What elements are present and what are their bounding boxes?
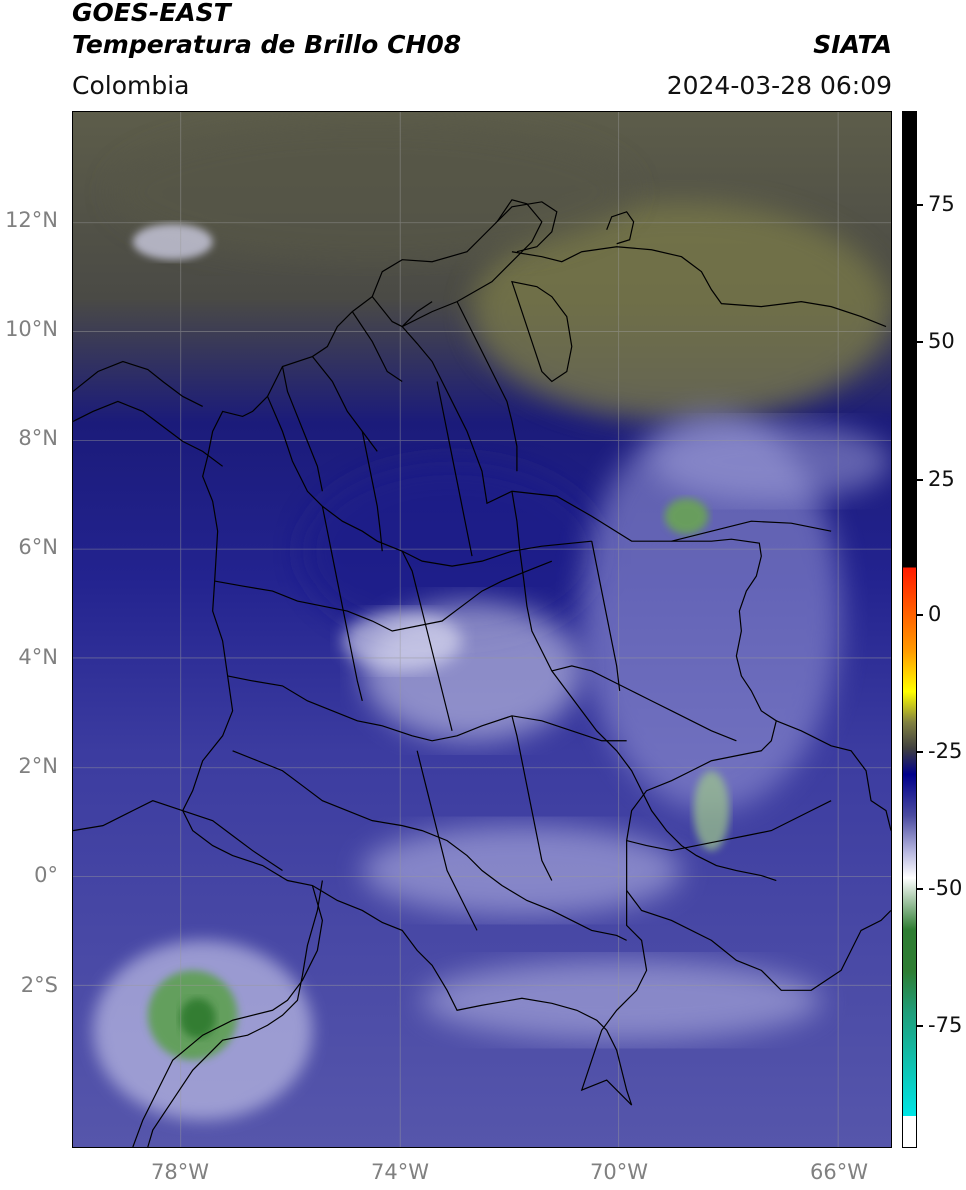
dept-3 — [214, 560, 553, 632]
brazil-border — [626, 890, 891, 991]
dept-6 — [511, 491, 643, 791]
dept-2 — [266, 396, 592, 567]
lat-label-2n: 2°N — [18, 754, 58, 778]
region-label: Colombia — [72, 71, 190, 100]
maracaibo-lake — [511, 280, 573, 383]
organization-label: SIATA — [813, 30, 892, 59]
colorbar-label-0: 0 — [928, 602, 942, 626]
lon-label-70w: 70°W — [590, 1160, 648, 1184]
lon-label-74w: 74°W — [371, 1160, 429, 1184]
colorbar-tick — [917, 479, 923, 481]
graticule — [73, 112, 891, 1147]
dept-11 — [416, 750, 478, 931]
lat-label-0: 0° — [34, 863, 58, 887]
guajira-peninsula — [496, 201, 558, 253]
dept-5 — [232, 750, 627, 941]
colorbar-label-25: 25 — [928, 467, 955, 491]
title-satellite: GOES-EAST — [72, 0, 231, 27]
colorbar-tick — [917, 204, 923, 206]
peru-coast — [147, 880, 323, 1147]
dept-1 — [311, 296, 433, 452]
colorbar-tick — [917, 1025, 923, 1027]
colorbar-label-75: 75 — [928, 192, 955, 216]
colorbar-label-50: 50 — [928, 329, 955, 353]
colombia-outline — [182, 199, 777, 1106]
cloud-field — [92, 121, 891, 1121]
panama-coast — [73, 400, 223, 467]
lat-label-12n: 12°N — [5, 208, 58, 232]
colorbar-label-neg25: -25 — [928, 739, 963, 763]
colorbar — [902, 111, 917, 1148]
lat-label-2s: 2°S — [20, 973, 58, 997]
lon-label-66w: 66°W — [810, 1160, 868, 1184]
panama-south — [73, 360, 203, 407]
dept-14 — [626, 800, 832, 852]
satellite-map — [72, 111, 892, 1148]
dept-4 — [227, 675, 627, 742]
venezuela-coast — [511, 246, 887, 328]
venezuela-inner — [591, 520, 832, 691]
ecuador-border — [73, 800, 283, 872]
dept-16 — [456, 301, 518, 472]
lon-label-78w: 78°W — [151, 1160, 209, 1184]
colorbar-tick — [917, 614, 923, 616]
dept-15 — [551, 665, 737, 742]
lat-label-4n: 4°N — [18, 645, 58, 669]
dept-10 — [281, 366, 383, 552]
map-canvas — [73, 112, 891, 1147]
paraguana — [606, 211, 635, 245]
colorbar-tick — [917, 341, 923, 343]
lat-label-6n: 6°N — [18, 535, 58, 559]
colorbar-label-neg50: -50 — [928, 876, 963, 900]
venezuela-brazil — [776, 720, 891, 831]
ecuador-peru — [132, 885, 324, 1147]
political-boundaries — [73, 199, 891, 1147]
lat-label-10n: 10°N — [5, 317, 58, 341]
dept-8 — [321, 506, 363, 702]
colorbar-tick — [917, 751, 923, 753]
dept-7 — [401, 550, 453, 731]
dept-12 — [511, 715, 553, 881]
dept-9 — [436, 381, 473, 557]
colorbar-label-neg75: -75 — [928, 1013, 963, 1037]
lat-label-8n: 8°N — [18, 426, 58, 450]
dept-13 — [641, 790, 777, 882]
datetime-label: 2024-03-28 06:09 — [666, 71, 892, 100]
colorbar-tick — [917, 888, 923, 890]
title-product: Temperatura de Brillo CH08 — [72, 30, 462, 59]
